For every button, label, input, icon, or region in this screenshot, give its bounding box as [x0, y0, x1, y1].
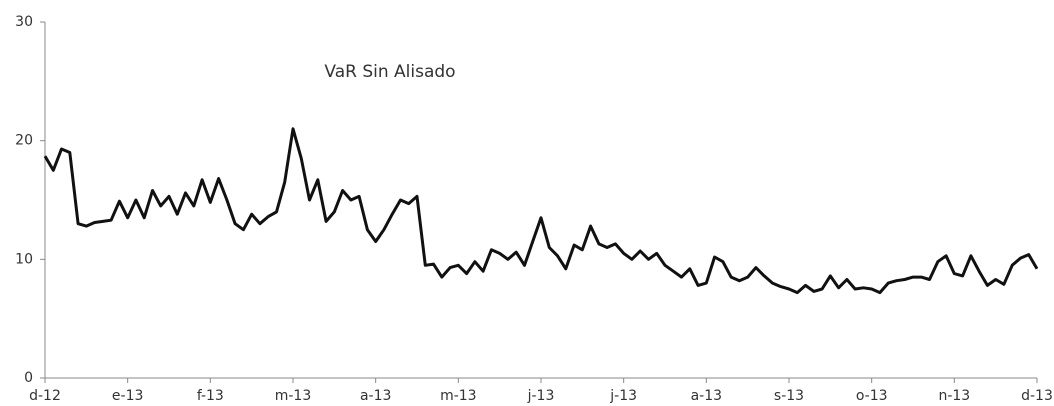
x-tick-label: d-13 — [1021, 388, 1053, 404]
x-tick-label: s-13 — [774, 388, 804, 404]
x-tick-label: a-13 — [360, 388, 391, 404]
x-tick-label: j-13 — [527, 388, 555, 404]
y-tick-label: 30 — [15, 14, 33, 30]
x-tick-label: e-13 — [112, 388, 143, 404]
y-tick-label: 20 — [15, 133, 33, 149]
x-tick-label: j-13 — [609, 388, 637, 404]
y-tick-label: 0 — [24, 370, 33, 386]
line — [43, 127, 1039, 295]
x-tick-label: m-13 — [440, 388, 477, 404]
x-tick-label: f-13 — [197, 388, 224, 404]
x-tick-label: a-13 — [691, 388, 722, 404]
x-tick-label: m-13 — [275, 388, 312, 404]
annotation: VaR Sin Alisado — [324, 62, 455, 82]
y-tick-label: 10 — [15, 251, 33, 267]
x-tick-label: o-13 — [856, 388, 888, 404]
x-tick-label: d-12 — [29, 388, 61, 404]
x-tick-label: n-13 — [938, 388, 970, 404]
